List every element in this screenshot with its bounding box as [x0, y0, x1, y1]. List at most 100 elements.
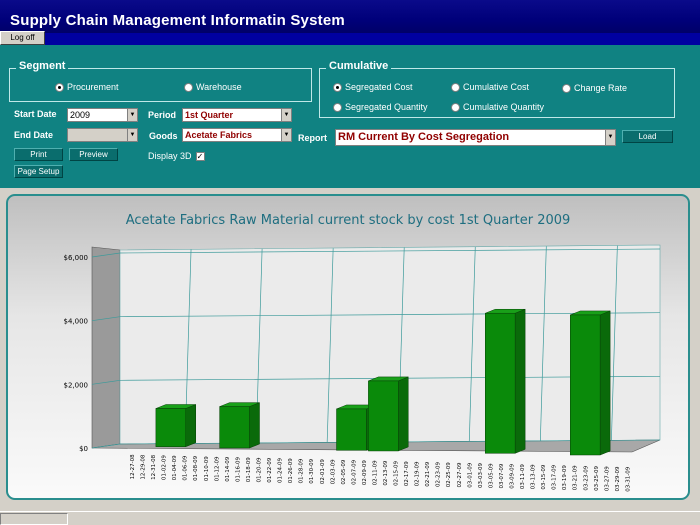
chart-bar-side	[398, 376, 409, 452]
preview-button[interactable]: Preview	[69, 148, 118, 161]
chart-bar	[485, 312, 516, 454]
chart-bar-side	[249, 402, 260, 449]
chart-x-tick-label: 03-11-09	[520, 464, 526, 489]
cumulative-cost-radio[interactable]: Cumulative Cost	[451, 82, 529, 92]
segment-procurement-radio[interactable]: Procurement	[55, 82, 119, 92]
change-rate-radio[interactable]: Change Rate	[562, 83, 627, 93]
chart-gridline-v	[468, 246, 476, 442]
chart-bar	[336, 408, 367, 451]
chart-x-tick-label: 03-23-09	[583, 465, 589, 490]
chart-x-tick-label: 01-24-09	[278, 458, 284, 483]
chart-x-tick-label: 02-25-09	[446, 462, 452, 487]
chart-area: Acetate Fabrics Raw Material current sto…	[6, 194, 690, 500]
start-date-value: 2009	[70, 110, 91, 120]
chart-x-tick-label: 01-28-09	[299, 458, 305, 483]
chart-gridline-v	[539, 246, 547, 442]
radio-label: Cumulative Cost	[463, 82, 530, 92]
status-segment	[0, 513, 68, 525]
chart-x-tick-label: 12-31-08	[151, 454, 157, 479]
chart-gridline-v	[326, 248, 334, 443]
chart-x-tick-label: 03-25-09	[594, 465, 600, 490]
start-date-select[interactable]: 2009 ▼	[67, 108, 138, 122]
chart-gridline-wall	[91, 379, 121, 385]
chart-title: Acetate Fabrics Raw Material current sto…	[126, 213, 571, 228]
goods-select[interactable]: Acetate Fabrics ▼	[182, 128, 292, 142]
chart-x-tick-label: 02-11-09	[372, 460, 378, 485]
radio-label: Segregated Cost	[345, 82, 413, 92]
chart-x-tick-label: 03-19-09	[562, 465, 568, 490]
segment-group: Segment	[9, 60, 312, 102]
segregated-cost-radio[interactable]: Segregated Cost	[333, 82, 413, 92]
radio-label: Segregated Quantity	[345, 102, 428, 112]
chart-bar	[570, 314, 601, 456]
chart-x-tick-label: 03-05-09	[488, 463, 494, 488]
menu-strip	[0, 33, 700, 45]
radio-indicator	[451, 82, 460, 92]
goods-label: Goods	[149, 131, 178, 141]
chart-x-tick-label: 02-15-09	[394, 460, 400, 485]
radio-indicator	[333, 82, 342, 92]
chart-x-tick-label: 03-29-09	[615, 466, 621, 491]
chart-x-tick-label: 01-26-09	[288, 458, 294, 483]
chart-x-tick-label: 02-23-09	[436, 461, 442, 486]
chart-x-tick-label: 02-05-09	[341, 459, 347, 484]
app-title: Supply Chain Management Informatin Syste…	[10, 12, 345, 29]
chart-bar-side	[599, 310, 611, 456]
end-date-select[interactable]: ▼	[67, 128, 138, 142]
report-select[interactable]: RM Current By Cost Segregation ▼	[335, 129, 616, 146]
cumulative-quantity-radio[interactable]: Cumulative Quantity	[451, 102, 544, 112]
logoff-button[interactable]: Log off	[0, 31, 45, 45]
chart-x-tick-label: 03-27-09	[604, 466, 610, 491]
chart-x-tick-label: 01-22-09	[267, 457, 273, 482]
segment-warehouse-radio[interactable]: Warehouse	[184, 82, 242, 92]
chart-bar	[368, 380, 399, 452]
print-button[interactable]: Print	[14, 148, 63, 161]
report-label: Report	[298, 133, 327, 143]
radio-indicator	[55, 82, 64, 92]
chart-x-tick-label: 01-04-09	[172, 455, 178, 480]
chart-y-tick-label: $0	[79, 445, 88, 453]
chart-x-tick-label: 02-03-09	[330, 459, 336, 484]
chart-x-tick-label: 12-29-08	[141, 454, 147, 479]
dropdown-arrow-icon: ▼	[281, 109, 291, 121]
dropdown-arrow-icon: ▼	[281, 129, 291, 141]
checkmark-icon: ✓	[195, 151, 205, 161]
chart-x-tick-label: 01-18-09	[246, 457, 252, 482]
page-setup-button[interactable]: Page Setup	[14, 165, 63, 178]
chart-x-tick-label: 01-14-09	[225, 456, 231, 481]
chart-bar	[155, 408, 186, 447]
radio-label: Change Rate	[574, 83, 628, 93]
period-select[interactable]: 1st Quarter ▼	[182, 108, 292, 122]
display-3d-checkbox[interactable]: Display 3D ✓	[148, 151, 205, 161]
chart-x-tick-label: 02-07-09	[351, 459, 357, 484]
chart-x-tick-label: 02-01-09	[320, 459, 326, 484]
report-value: RM Current By Cost Segregation	[338, 131, 510, 143]
title-bar: Supply Chain Management Informatin Syste…	[0, 0, 700, 33]
chart-x-tick-label: 02-17-09	[404, 461, 410, 486]
chart-y-tick-label: $4,000	[64, 318, 89, 326]
chart-x-tick-label: 03-31-09	[625, 466, 631, 491]
radio-indicator	[451, 102, 460, 112]
period-label: Period	[148, 110, 177, 120]
chart-gridline-h	[119, 248, 661, 254]
chart-x-tick-label: 02-21-09	[425, 461, 431, 486]
chart-left-wall	[91, 246, 121, 449]
chart-gridline-wall	[91, 443, 121, 449]
chart-x-tick-label: 01-30-09	[309, 458, 315, 483]
chart-x-tick-label: 02-09-09	[362, 460, 368, 485]
segment-legend: Segment	[16, 60, 69, 72]
chart-x-tick-label: 01-02-09	[162, 455, 168, 480]
chart-gridline-wall	[91, 252, 121, 258]
load-button[interactable]: Load	[622, 130, 673, 143]
segregated-quantity-radio[interactable]: Segregated Quantity	[333, 102, 428, 112]
chart-x-tick-label: 01-20-09	[257, 457, 263, 482]
chart-x-tick-label: 03-03-09	[478, 463, 484, 488]
filter-panel: Segment Procurement Warehouse Cumulative…	[0, 45, 700, 188]
radio-label: Cumulative Quantity	[463, 102, 545, 112]
chart-y-tick-label: $2,000	[64, 381, 89, 389]
radio-label: Procurement	[67, 82, 119, 92]
goods-value: Acetate Fabrics	[185, 130, 253, 140]
end-date-label: End Date	[14, 130, 54, 140]
status-bar	[0, 511, 700, 525]
chart-x-tick-label: 01-16-09	[235, 456, 241, 481]
